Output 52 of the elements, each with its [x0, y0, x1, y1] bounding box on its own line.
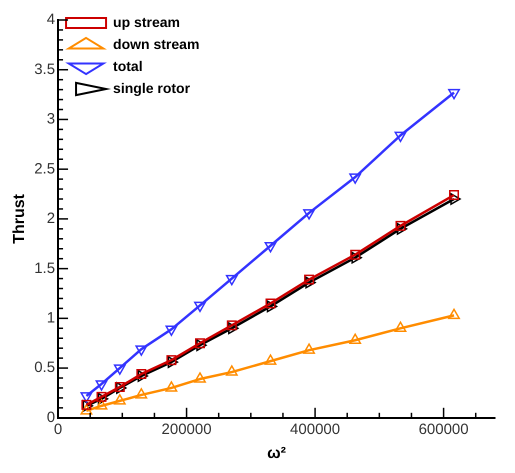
point	[351, 252, 362, 264]
y-tick-label: 0	[46, 408, 56, 426]
point	[136, 369, 146, 380]
point	[266, 298, 276, 308]
legend-label: down stream	[113, 36, 200, 52]
x-tick-label: 200000	[162, 420, 212, 438]
point	[394, 132, 406, 142]
point	[226, 365, 238, 376]
point	[448, 308, 460, 320]
point	[96, 399, 108, 410]
point	[396, 222, 408, 235]
y-tick-label: 4	[46, 11, 56, 28]
y-axis-title: Thrust	[11, 193, 28, 244]
y-tick-label: 3	[46, 110, 56, 128]
point	[135, 388, 148, 399]
legend-label: single rotor	[113, 80, 191, 96]
y-tick-label: 0.5	[34, 359, 56, 376]
point	[349, 333, 362, 344]
point	[195, 338, 205, 348]
y-tick-label: 1.5	[34, 260, 56, 277]
point	[196, 339, 207, 352]
point	[304, 274, 314, 285]
legend-label: total	[113, 58, 143, 74]
point	[80, 404, 92, 415]
point	[305, 276, 316, 288]
point	[226, 320, 237, 330]
point	[194, 372, 206, 383]
point	[394, 322, 406, 332]
point	[166, 355, 176, 366]
y-tick-label: 1	[46, 309, 56, 326]
point	[266, 300, 278, 312]
point	[303, 209, 316, 220]
point	[114, 394, 126, 405]
point	[450, 193, 461, 205]
point	[264, 242, 276, 252]
x-axis-title: ω²	[267, 444, 286, 462]
x-tick-label: 400000	[290, 420, 340, 438]
legend-label: up stream	[113, 14, 180, 30]
point	[350, 250, 360, 260]
point	[303, 343, 316, 354]
point	[165, 381, 178, 392]
y-tick-label: 2.5	[34, 160, 56, 178]
point	[349, 173, 362, 184]
x-tick-label: 600000	[418, 420, 469, 438]
point	[226, 274, 238, 286]
point	[96, 392, 106, 402]
y-tick-label: 3.5	[34, 60, 56, 78]
point	[448, 88, 460, 100]
y-tick-label: 2	[46, 210, 56, 228]
point	[264, 354, 276, 365]
point	[449, 190, 460, 200]
point	[395, 220, 406, 231]
